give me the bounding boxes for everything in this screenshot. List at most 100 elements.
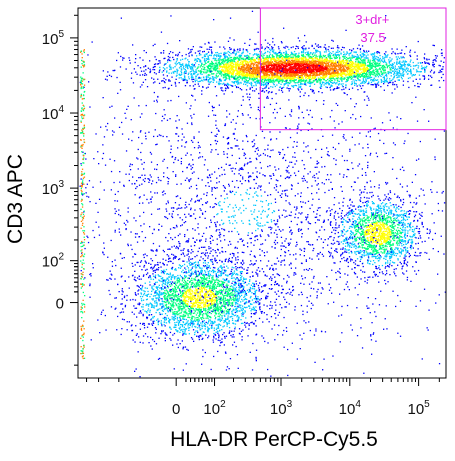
event-dot: [243, 81, 246, 83]
event-dot: [349, 52, 351, 55]
event-dot: [337, 64, 339, 67]
event-dot: [204, 55, 207, 57]
event-dot: [240, 54, 242, 57]
event-dot: [378, 59, 381, 61]
event-dot: [251, 85, 253, 87]
event-dot: [321, 57, 323, 60]
event-dot: [261, 60, 263, 62]
event-dot: [241, 52, 243, 54]
event-dot: [260, 59, 262, 61]
event-dot: [327, 73, 330, 75]
event-dot: [164, 57, 166, 59]
event-dot: [272, 86, 274, 88]
event-dot: [218, 72, 221, 74]
event-dot: [416, 70, 419, 72]
event-dot: [224, 79, 226, 82]
event-dot: [311, 70, 313, 72]
event-dot: [347, 73, 349, 75]
event-dot: [294, 75, 296, 77]
event-dot: [255, 43, 257, 45]
event-dot: [298, 75, 300, 77]
event-dot: [379, 61, 381, 63]
event-dot: [242, 77, 244, 79]
event-dot: [270, 86, 272, 88]
event-dot: [336, 51, 338, 53]
event-dot: [305, 41, 307, 43]
event-dot: [271, 73, 273, 75]
event-dot: [272, 37, 274, 40]
event-dot: [338, 55, 340, 57]
event-dot: [420, 62, 422, 64]
event-dot: [249, 76, 251, 78]
event-dot: [304, 82, 306, 85]
event-dot: [232, 81, 234, 84]
event-dot: [325, 51, 327, 53]
event-dot: [332, 76, 334, 79]
event-dot: [242, 57, 244, 59]
event-dot: [315, 65, 317, 68]
event-dot: [239, 56, 241, 58]
event-dot: [371, 62, 373, 65]
event-dot: [286, 74, 288, 76]
event-dot: [358, 79, 360, 81]
event-dot: [414, 74, 416, 76]
event-dot: [294, 82, 296, 84]
event-dot: [341, 46, 344, 48]
event-dot: [289, 63, 291, 66]
event-dot: [289, 70, 291, 72]
event-dot: [312, 76, 314, 78]
event-dot: [299, 71, 301, 73]
event-dot: [378, 52, 381, 54]
event-dot: [278, 64, 280, 66]
event-dot: [287, 46, 289, 48]
event-dot: [257, 65, 259, 67]
event-dot: [268, 91, 270, 93]
event-dot: [192, 85, 195, 87]
event-dot: [441, 68, 443, 70]
event-dot: [317, 77, 320, 79]
event-dot: [276, 61, 278, 63]
event-dot: [320, 61, 322, 63]
event-dot: [303, 62, 305, 64]
event-dot: [240, 60, 242, 62]
event-dot: [278, 58, 280, 60]
event-dot: [310, 63, 313, 65]
event-dot: [224, 57, 226, 59]
event-dot: [205, 72, 207, 74]
event-dot: [384, 53, 386, 56]
event-dot: [397, 79, 399, 81]
event-dot: [237, 70, 239, 72]
event-dot: [120, 55, 122, 58]
event-dot: [199, 70, 201, 72]
event-dot: [294, 65, 296, 67]
event-dot: [401, 65, 403, 67]
event-dot: [247, 74, 249, 76]
event-dot: [303, 80, 305, 82]
event-dot: [338, 74, 340, 76]
event-dot: [364, 81, 367, 84]
event-dot: [282, 69, 284, 71]
event-dot: [280, 62, 282, 65]
event-dot: [343, 56, 345, 58]
event-dot: [283, 56, 285, 58]
event-dot: [322, 64, 325, 67]
event-dot: [325, 80, 327, 82]
event-dot: [253, 68, 256, 70]
event-dot: [363, 57, 365, 59]
event-dot: [374, 62, 376, 64]
event-dot: [197, 73, 199, 75]
event-dot: [306, 66, 308, 68]
event-dot: [268, 56, 271, 58]
event-dot: [173, 72, 175, 74]
event-dot: [374, 73, 376, 75]
event-dot: [181, 64, 183, 66]
event-dot: [402, 71, 404, 74]
event-dot: [302, 72, 304, 74]
event-dot: [307, 82, 309, 84]
event-dot: [416, 58, 418, 60]
event-dot: [203, 54, 206, 56]
event-dot: [238, 59, 240, 61]
event-dot: [274, 58, 276, 61]
event-dot: [216, 54, 218, 56]
event-dot: [389, 57, 391, 59]
